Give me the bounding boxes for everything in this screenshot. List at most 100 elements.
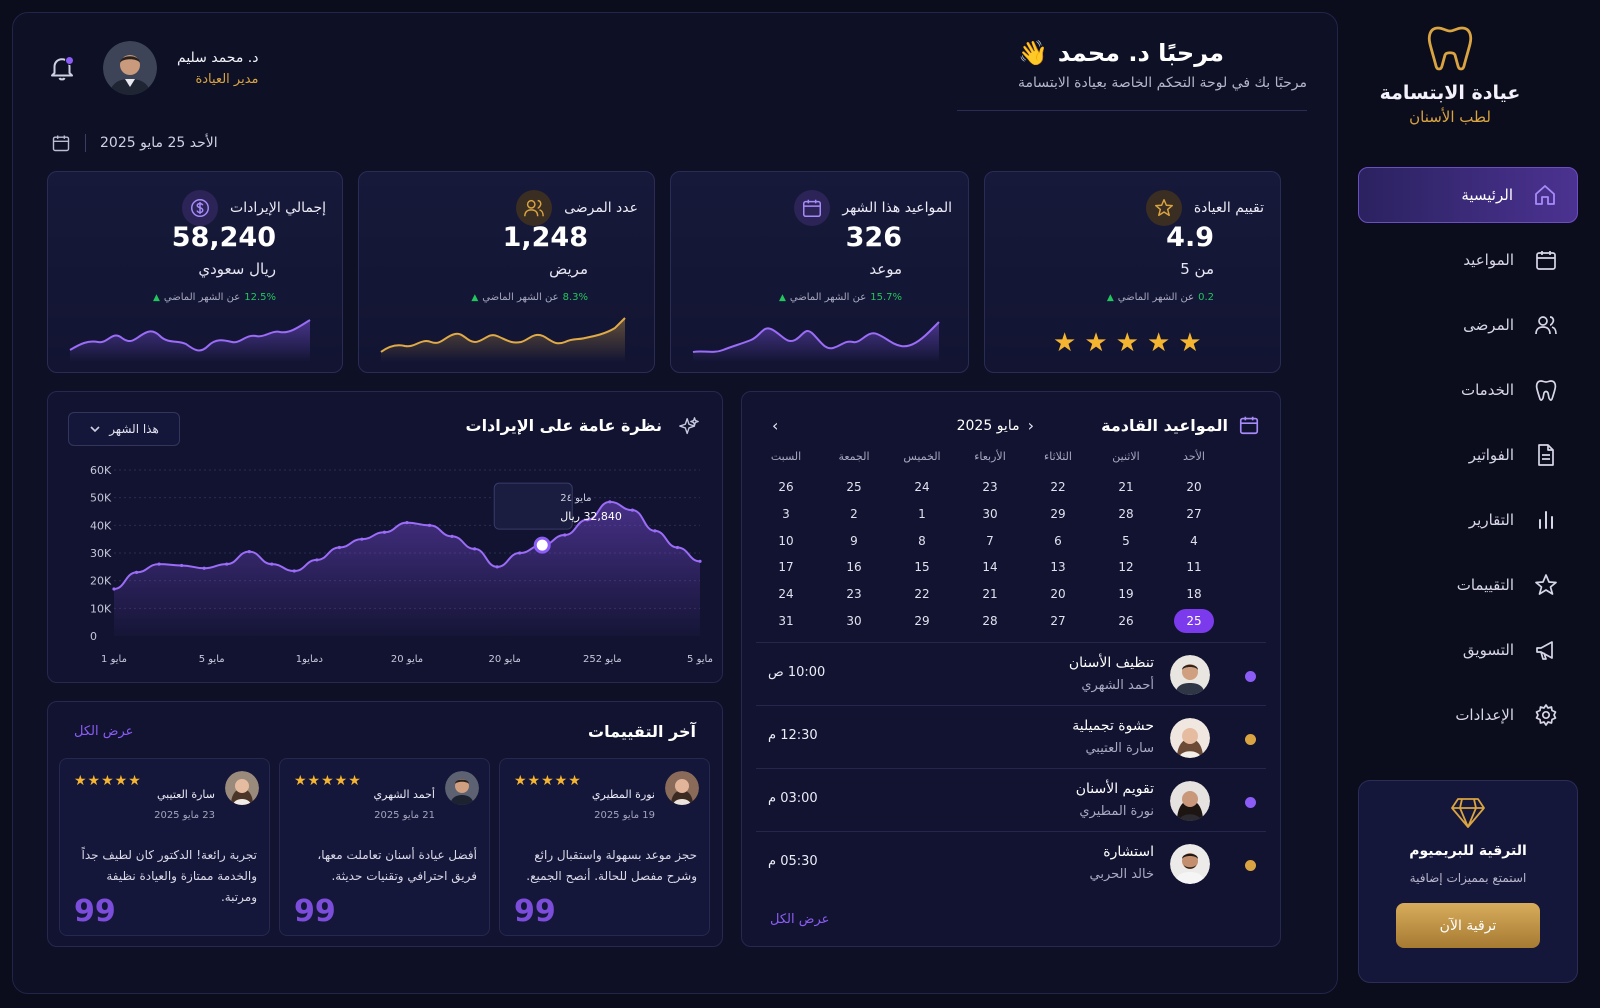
calendar-day[interactable]: 30: [820, 608, 888, 635]
home-icon: [1535, 185, 1555, 205]
wave-icon: 👋: [1017, 39, 1048, 67]
calendar-day[interactable]: 26: [752, 474, 820, 501]
appointments-view-all-link[interactable]: عرض الكل: [770, 912, 830, 927]
calendar-day[interactable]: 13: [1024, 554, 1092, 581]
calendar-day[interactable]: 30: [956, 501, 1024, 528]
calendar-day[interactable]: 21: [1092, 474, 1160, 501]
trend-percent: 15.7%: [870, 292, 902, 303]
star-icon: ★: [1178, 328, 1202, 358]
review-card: أحمد الشهري 21 مايو 2025 ★★★★★ أفضل عياد…: [279, 758, 490, 936]
sidebar-item-patients[interactable]: المرضى: [1358, 297, 1578, 353]
calendar-day-number: 24: [778, 587, 794, 602]
date-display: الأحد 25 مايو 2025: [51, 133, 218, 153]
calendar-day[interactable]: 22: [1024, 474, 1092, 501]
avatar: [1170, 718, 1210, 758]
weekday-label: الجمعة: [838, 450, 870, 463]
sidebar-item-reports[interactable]: التقارير: [1358, 492, 1578, 548]
calendar-day[interactable]: 21: [956, 581, 1024, 608]
calendar-day[interactable]: 16: [820, 554, 888, 581]
sparkles-icon: [679, 417, 699, 435]
sidebar-item-settings[interactable]: الإعدادات: [1358, 687, 1578, 743]
calendar-day[interactable]: 31: [752, 608, 820, 635]
upgrade-title: الترقية للبريميوم: [1409, 843, 1527, 859]
sidebar-item-invoices[interactable]: الفواتير: [1358, 427, 1578, 483]
calendar-day[interactable]: 29: [888, 608, 956, 635]
appointment-item[interactable]: تنظيف الأسنان أحمد الشهري 10:00 ص: [756, 642, 1266, 705]
trend-percent: 12.5%: [244, 292, 276, 303]
stat-unit: موعد: [869, 260, 902, 278]
reviews-view-all-link[interactable]: عرض الكل: [74, 724, 134, 739]
calendar-day-number: 23: [982, 480, 998, 494]
sidebar-item-marketing[interactable]: التسويق: [1358, 622, 1578, 678]
calendar-day[interactable]: 3: [752, 501, 820, 528]
data-point: [337, 545, 341, 550]
next-month-button[interactable]: ›: [1027, 416, 1034, 435]
calendar-day[interactable]: 4: [1160, 528, 1228, 555]
sidebar-item-appointments[interactable]: المواعيد: [1358, 232, 1578, 288]
calendar-day[interactable]: 1: [888, 501, 956, 528]
quote-icon: 99: [74, 894, 116, 929]
calendar-day[interactable]: 27: [1160, 501, 1228, 528]
appointment-item[interactable]: استشارة خالد الحربي 05:30 م: [756, 831, 1266, 894]
calendar-day-number: 2: [850, 506, 858, 521]
calendar-day[interactable]: 29: [1024, 501, 1092, 528]
calendar-day[interactable]: 18: [1160, 581, 1228, 608]
avatar[interactable]: [103, 41, 157, 95]
calendar-day[interactable]: 23: [956, 474, 1024, 501]
stat-label: عدد المرضى: [564, 200, 638, 216]
calendar-day-selected[interactable]: 25: [1160, 608, 1228, 635]
calendar-day[interactable]: 11: [1160, 554, 1228, 581]
calendar-day[interactable]: 20: [1160, 474, 1228, 501]
calendar-day-number: 31: [778, 613, 794, 628]
calendar-day[interactable]: 24: [888, 474, 956, 501]
sparkline: [380, 317, 626, 362]
sidebar-item-label: الرئيسية: [1461, 186, 1513, 204]
calendar-day[interactable]: 24: [752, 581, 820, 608]
calendar-day-number: 30: [982, 506, 998, 521]
data-point: [292, 569, 296, 573]
calendar-day[interactable]: 12: [1092, 554, 1160, 581]
calendar-day[interactable]: 19: [1092, 581, 1160, 608]
calendar-day[interactable]: 5: [1092, 528, 1160, 555]
calendar-day[interactable]: 2: [820, 501, 888, 528]
calendar-day[interactable]: 23: [820, 581, 888, 608]
calendar-day[interactable]: 8: [888, 528, 956, 555]
star-icon: ★: [1053, 328, 1077, 358]
avatar: [665, 771, 699, 805]
calendar-day[interactable]: 22: [888, 581, 956, 608]
appointment-item[interactable]: تقويم الأسنان نورة المطيري 03:00 م: [756, 768, 1266, 831]
appointment-title: استشارة: [1103, 844, 1154, 860]
calendar-day[interactable]: 14: [956, 554, 1024, 581]
period-dropdown[interactable]: هذا الشهر: [68, 412, 180, 446]
sidebar-item-ratings[interactable]: التقييمات: [1358, 557, 1578, 613]
calendar-day[interactable]: 17: [752, 554, 820, 581]
calendar-day[interactable]: 28: [956, 608, 1024, 635]
previous-month-button[interactable]: ‹: [772, 416, 779, 435]
calendar-day[interactable]: 6: [1024, 528, 1092, 555]
users-icon: [516, 190, 553, 226]
data-point: [360, 537, 364, 541]
calendar-day[interactable]: 27: [1024, 608, 1092, 635]
stat-card-revenue: إجمالي الإيرادات 58,240 ريال سعودي 12.5%…: [47, 171, 343, 373]
notifications-button[interactable]: [47, 53, 77, 83]
appointment-item[interactable]: حشوة تجميلية سارة العتيبي 12:30 م: [756, 705, 1266, 768]
trend-text: عن الشهر الماضي: [163, 292, 241, 303]
review-text: تجربة رائعة! الدكتور كان لطيف جداً والخد…: [81, 848, 257, 904]
calendar-day[interactable]: 26: [1092, 608, 1160, 635]
sidebar-item-home[interactable]: الرئيسية: [1358, 167, 1578, 223]
calendar-day[interactable]: 20: [1024, 581, 1092, 608]
calendar-day-number: 28: [1118, 506, 1134, 521]
sidebar-item-services[interactable]: الخدمات: [1358, 362, 1578, 418]
calendar-day[interactable]: 7: [956, 528, 1024, 555]
calendar-day[interactable]: 15: [888, 554, 956, 581]
calendar-day[interactable]: 28: [1092, 501, 1160, 528]
calendar-day[interactable]: 10: [752, 528, 820, 555]
appointment-time: 12:30 م: [768, 728, 818, 743]
upgrade-button[interactable]: ترقية الآن: [1396, 903, 1540, 948]
data-point: [157, 562, 161, 566]
calendar-day-number: 29: [914, 613, 930, 628]
calendar-day[interactable]: 9: [820, 528, 888, 555]
calendar-day[interactable]: 25: [820, 474, 888, 501]
stat-unit: ريال سعودي: [198, 260, 276, 278]
calendar-day-number: 9: [850, 533, 858, 548]
